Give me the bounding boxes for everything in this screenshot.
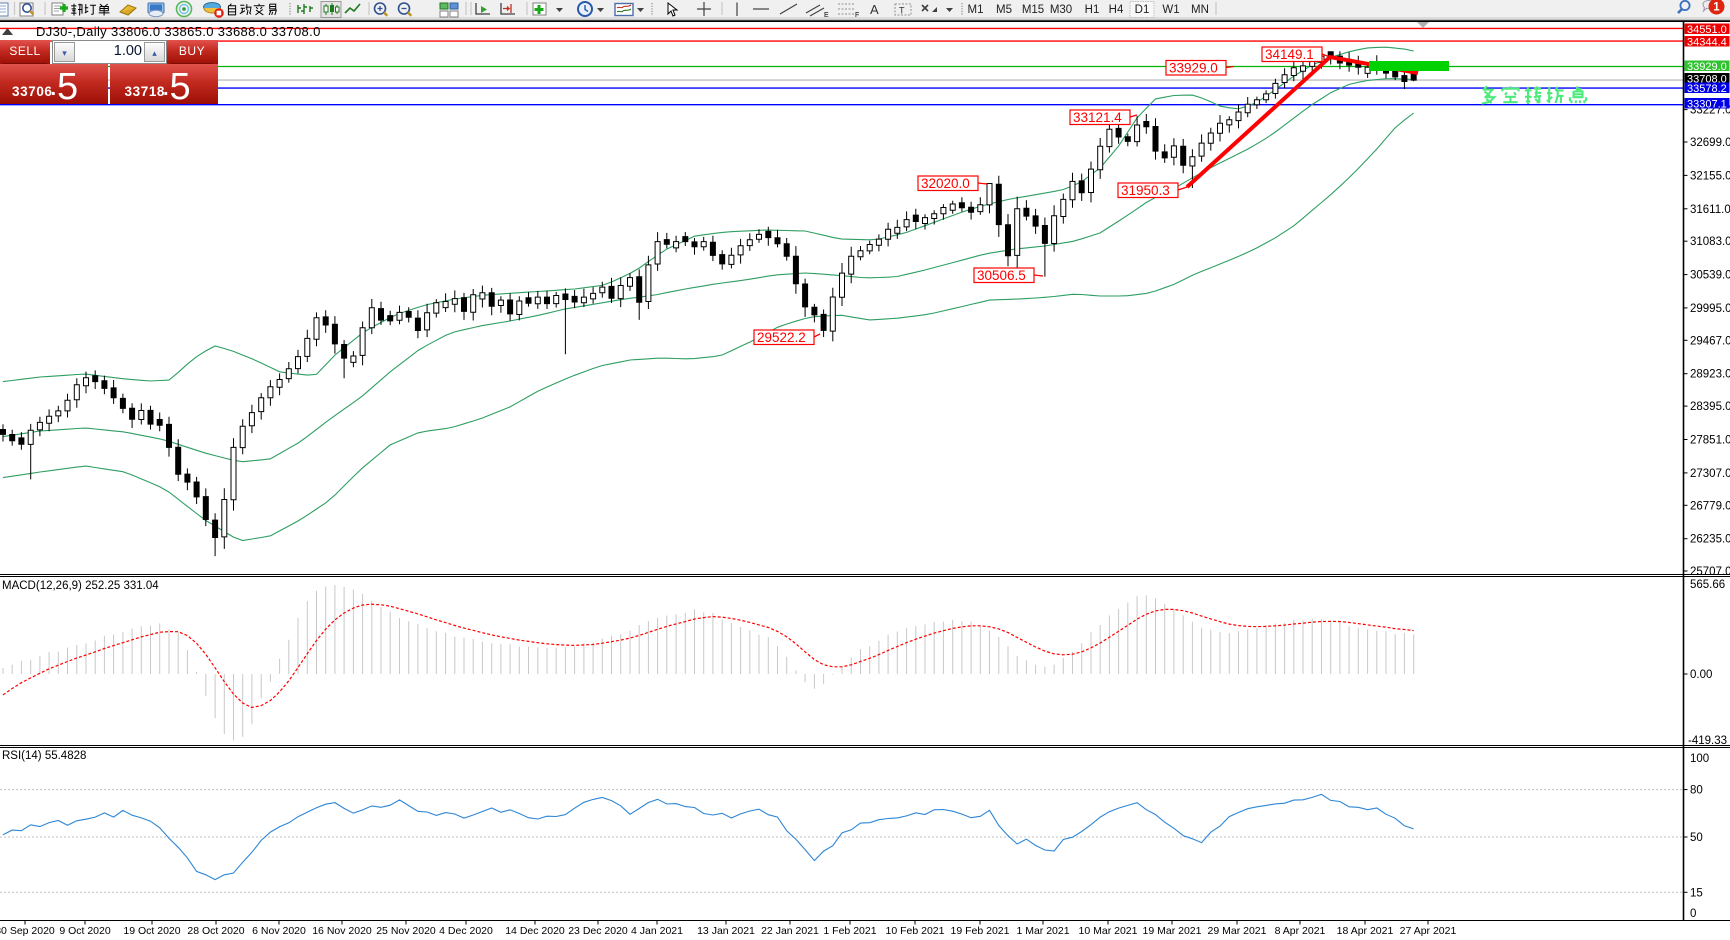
svg-text:34344.4: 34344.4	[1687, 37, 1727, 49]
svg-text:RSI(14) 55.4828: RSI(14) 55.4828	[2, 750, 86, 762]
svg-text:30 Sep 2020: 30 Sep 2020	[0, 925, 55, 937]
svg-text:16 Nov 2020: 16 Nov 2020	[312, 925, 372, 937]
svg-text:9 Oct 2020: 9 Oct 2020	[59, 925, 111, 937]
svg-text:31950.3: 31950.3	[1121, 183, 1170, 198]
svg-text:80: 80	[1690, 785, 1703, 797]
svg-text:10 Mar 2021: 10 Mar 2021	[1079, 925, 1138, 937]
svg-text:26779.0: 26779.0	[1690, 500, 1730, 512]
svg-text:32155.0: 32155.0	[1690, 170, 1730, 182]
svg-text:50: 50	[1690, 832, 1703, 844]
svg-text:6 Nov 2020: 6 Nov 2020	[252, 925, 306, 937]
svg-text:18 Apr 2021: 18 Apr 2021	[1337, 925, 1394, 937]
svg-text:29995.0: 29995.0	[1690, 303, 1730, 315]
svg-text:26235.0: 26235.0	[1690, 534, 1730, 546]
svg-text:33121.4: 33121.4	[1073, 110, 1122, 125]
svg-text:29 Mar 2021: 29 Mar 2021	[1208, 925, 1267, 937]
svg-text:33929.0: 33929.0	[1169, 61, 1218, 76]
svg-text:W1: W1	[1162, 4, 1179, 16]
svg-text:30539.0: 30539.0	[1690, 270, 1730, 282]
svg-text:30506.5: 30506.5	[977, 268, 1026, 283]
svg-text:M5: M5	[996, 4, 1012, 16]
svg-text:MACD(12,26,9) 252.25 331.04: MACD(12,26,9) 252.25 331.04	[2, 580, 159, 592]
svg-text:23 Dec 2020: 23 Dec 2020	[568, 925, 628, 937]
svg-text:H4: H4	[1109, 4, 1124, 16]
svg-text:4 Dec 2020: 4 Dec 2020	[439, 925, 493, 937]
svg-text:31611.0: 31611.0	[1690, 204, 1730, 216]
svg-text:1 Feb 2021: 1 Feb 2021	[823, 925, 876, 937]
svg-text:M15: M15	[1022, 4, 1044, 16]
svg-text:1: 1	[1713, 2, 1720, 14]
svg-text:1 Mar 2021: 1 Mar 2021	[1016, 925, 1069, 937]
svg-text:100: 100	[1690, 753, 1709, 765]
svg-text:27 Apr 2021: 27 Apr 2021	[1400, 925, 1457, 937]
svg-text:33307.1: 33307.1	[1687, 99, 1727, 111]
svg-text:29467.0: 29467.0	[1690, 335, 1730, 347]
svg-text:DJ30-,Daily 33806.0 33865.0 3: DJ30-,Daily 33806.0 33865.0 33688.0 3370…	[36, 24, 321, 39]
svg-text:D1: D1	[1135, 4, 1150, 16]
svg-text:8 Apr 2021: 8 Apr 2021	[1275, 925, 1326, 937]
svg-text:M30: M30	[1050, 4, 1072, 16]
svg-text:25 Nov 2020: 25 Nov 2020	[376, 925, 436, 937]
svg-text:565.66: 565.66	[1690, 579, 1725, 591]
svg-text:F: F	[855, 12, 859, 19]
svg-text:A: A	[870, 2, 879, 17]
svg-text:34551.0: 34551.0	[1687, 24, 1727, 36]
svg-text:H1: H1	[1085, 4, 1100, 16]
svg-text:19 Feb 2021: 19 Feb 2021	[951, 925, 1010, 937]
svg-text:19 Oct 2020: 19 Oct 2020	[123, 925, 180, 937]
svg-text:28 Oct 2020: 28 Oct 2020	[187, 925, 244, 937]
svg-text:34149.1: 34149.1	[1265, 47, 1314, 62]
svg-text:25707.0: 25707.0	[1690, 566, 1730, 578]
svg-text:4 Jan 2021: 4 Jan 2021	[631, 925, 683, 937]
svg-text:E: E	[824, 12, 829, 19]
svg-text:M1: M1	[968, 4, 984, 16]
svg-text:13 Jan 2021: 13 Jan 2021	[697, 925, 755, 937]
svg-text:10 Feb 2021: 10 Feb 2021	[886, 925, 945, 937]
svg-text:19 Mar 2021: 19 Mar 2021	[1143, 925, 1202, 937]
svg-text:28395.0: 28395.0	[1690, 401, 1730, 413]
svg-text:32699.0: 32699.0	[1690, 137, 1730, 149]
svg-text:15: 15	[1690, 887, 1703, 899]
svg-text:T: T	[899, 6, 905, 16]
svg-text:22 Jan 2021: 22 Jan 2021	[761, 925, 819, 937]
svg-text:28923.0: 28923.0	[1690, 369, 1730, 381]
svg-text:33929.0: 33929.0	[1687, 61, 1727, 73]
svg-text:32020.0: 32020.0	[921, 176, 970, 191]
svg-text:33578.2: 33578.2	[1687, 83, 1727, 95]
svg-text:-419.33: -419.33	[1688, 735, 1727, 747]
svg-text:14 Dec 2020: 14 Dec 2020	[505, 925, 565, 937]
svg-text:31083.0: 31083.0	[1690, 236, 1730, 248]
svg-text:29522.2: 29522.2	[757, 330, 806, 345]
svg-text:27851.0: 27851.0	[1690, 435, 1730, 447]
svg-text:0.00: 0.00	[1690, 669, 1712, 681]
svg-text:27307.0: 27307.0	[1690, 468, 1730, 480]
svg-text:MN: MN	[1191, 4, 1209, 16]
svg-text:0: 0	[1690, 908, 1696, 920]
